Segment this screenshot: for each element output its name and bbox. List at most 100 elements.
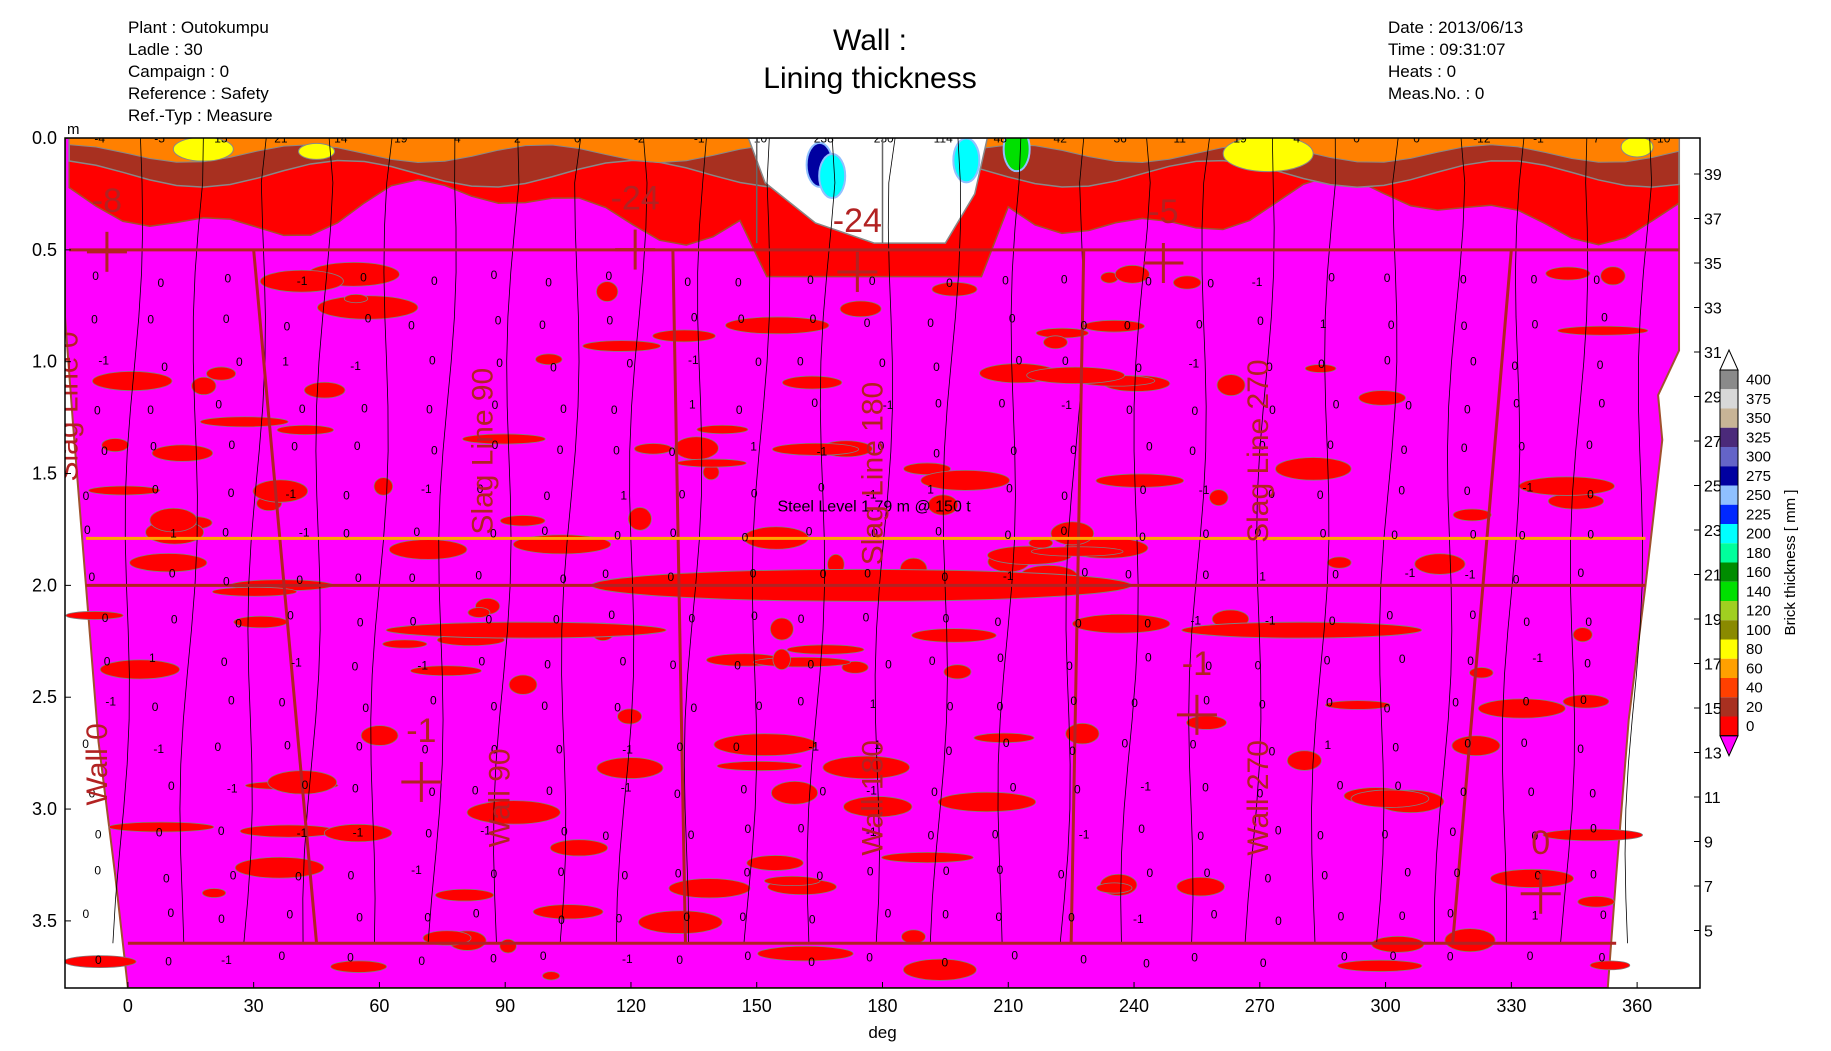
thin-spot xyxy=(462,433,546,445)
cell-value: 0 xyxy=(490,867,497,881)
thin-spot xyxy=(1350,789,1430,808)
top-row-value: 250 xyxy=(874,131,894,145)
thin-spot xyxy=(973,732,1035,744)
y-tick-label: 3.5 xyxy=(32,911,57,931)
cell-value: 0 xyxy=(935,397,942,411)
thin-spot xyxy=(252,479,309,503)
cell-value: -1 xyxy=(221,953,232,967)
thin-spot xyxy=(535,353,563,366)
cell-value: 0 xyxy=(679,488,686,502)
cell-value: 0 xyxy=(546,784,553,798)
cell-value: 0 xyxy=(608,608,615,622)
colorbar-cell xyxy=(1720,716,1738,736)
thin-spot xyxy=(753,656,851,668)
cell-value: 0 xyxy=(1122,737,1129,751)
cell-value: 0 xyxy=(352,781,359,795)
thin-spot xyxy=(1065,722,1100,745)
thin-spot xyxy=(88,485,161,496)
cell-value: 0 xyxy=(1202,780,1209,794)
cell-value: 0 xyxy=(425,827,432,841)
top-row-value: 19 xyxy=(394,131,408,145)
cell-value: -1 xyxy=(1199,483,1210,497)
cell-value: 0 xyxy=(284,319,291,333)
top-row-value: 4 xyxy=(1293,131,1300,145)
cell-value: 0 xyxy=(1202,568,1209,582)
thin-spot xyxy=(772,648,791,671)
cell-value: 0 xyxy=(541,524,548,538)
plot-area: 0 0 0 -1 0 0 0 0 0 0 0 0 0 0 0 0 0 0 -1 0 0 0 0 0 0 0 0 0 0 0 0 0 0 0 0 0 0 0… xyxy=(65,131,1681,988)
thin-spot xyxy=(770,780,819,805)
cell-value: 0 xyxy=(684,275,691,289)
cell-value: 0 xyxy=(352,659,359,673)
cell-value: 0 xyxy=(756,699,763,713)
cell-value: 0 xyxy=(734,658,741,672)
zone-value: -8 xyxy=(92,182,122,220)
cell-value: -1 xyxy=(1405,566,1416,580)
cell-value: 0 xyxy=(556,742,563,756)
top-row-value: -1 xyxy=(1533,131,1544,145)
cell-value: 0 xyxy=(478,654,485,668)
cell-value: 0 xyxy=(557,443,564,457)
cell-value: 0 xyxy=(946,276,953,290)
cell-value: 0 xyxy=(1470,528,1477,542)
colorbar-level: 350 xyxy=(1746,410,1771,427)
cell-value: 0 xyxy=(1454,866,1461,880)
cell-value: 0 xyxy=(1143,957,1150,971)
cell-value: 0 xyxy=(168,779,175,793)
right-axis-label: 31 xyxy=(1704,345,1722,362)
cell-value: 0 xyxy=(215,740,222,754)
cell-value: 0 xyxy=(221,655,228,669)
thin-spot xyxy=(1337,959,1423,972)
cell-value: 0 xyxy=(1074,782,1081,796)
brick-row-line xyxy=(1244,138,1275,944)
heats-label: Heats : 0 xyxy=(1388,62,1457,81)
cell-value: 0 xyxy=(1207,277,1214,291)
cell-value: 0 xyxy=(1384,271,1391,285)
cell-value: 0 xyxy=(1191,950,1198,964)
cell-value: 0 xyxy=(1075,617,1082,631)
colorbar-level: 60 xyxy=(1746,660,1763,677)
cell-value: 0 xyxy=(1523,615,1530,629)
cell-value: 0 xyxy=(867,865,874,879)
right-axis-label: 37 xyxy=(1704,212,1722,229)
cell-value: 0 xyxy=(871,526,878,540)
cell-value: 0 xyxy=(1388,318,1395,332)
top-row-value: 21 xyxy=(274,131,288,145)
cell-value: 0 xyxy=(1061,489,1068,503)
cell-value: 0 xyxy=(491,699,498,713)
cell-value: 0 xyxy=(1401,443,1408,457)
thin-spot xyxy=(676,458,747,468)
cell-value: 0 xyxy=(1327,438,1334,452)
cell-value: 0 xyxy=(490,952,497,966)
cell-value: 0 xyxy=(1519,528,1526,542)
cell-value: -1 xyxy=(105,694,116,708)
cell-value: 0 xyxy=(995,910,1002,924)
cell-value: 0 xyxy=(929,654,936,668)
cell-value: 0 xyxy=(558,913,565,927)
top-row-value: -5 xyxy=(154,131,165,145)
hot-spot xyxy=(1222,138,1314,173)
cell-value: -1 xyxy=(411,863,422,877)
right-axis-label: 23 xyxy=(1704,523,1722,540)
cell-value: 0 xyxy=(218,824,225,838)
thin-spot xyxy=(382,639,428,649)
zone-label: Wall 0 xyxy=(81,723,114,805)
thin-spot xyxy=(422,930,472,946)
cell-value: 0 xyxy=(94,864,101,878)
zone-label: Slag Line 90 xyxy=(467,368,500,535)
colorbar-cell xyxy=(1720,504,1738,524)
colorbar-cell xyxy=(1720,620,1738,640)
colorbar-level: 300 xyxy=(1746,449,1771,466)
cell-value: 0 xyxy=(1260,956,1267,970)
cell-value: 0 xyxy=(477,482,484,496)
cell-value: 0 xyxy=(156,825,163,839)
cell-value: -1 xyxy=(1061,398,1072,412)
thin-spot xyxy=(1096,882,1133,894)
cell-value: 0 xyxy=(670,658,677,672)
cell-value: 0 xyxy=(1527,949,1534,963)
cell-value: 0 xyxy=(674,787,681,801)
cell-value: 0 xyxy=(343,526,350,540)
cell-value: 0 xyxy=(943,611,950,625)
cell-value: 1 xyxy=(1320,317,1327,331)
zone-label: Wall 270 xyxy=(1242,740,1275,856)
